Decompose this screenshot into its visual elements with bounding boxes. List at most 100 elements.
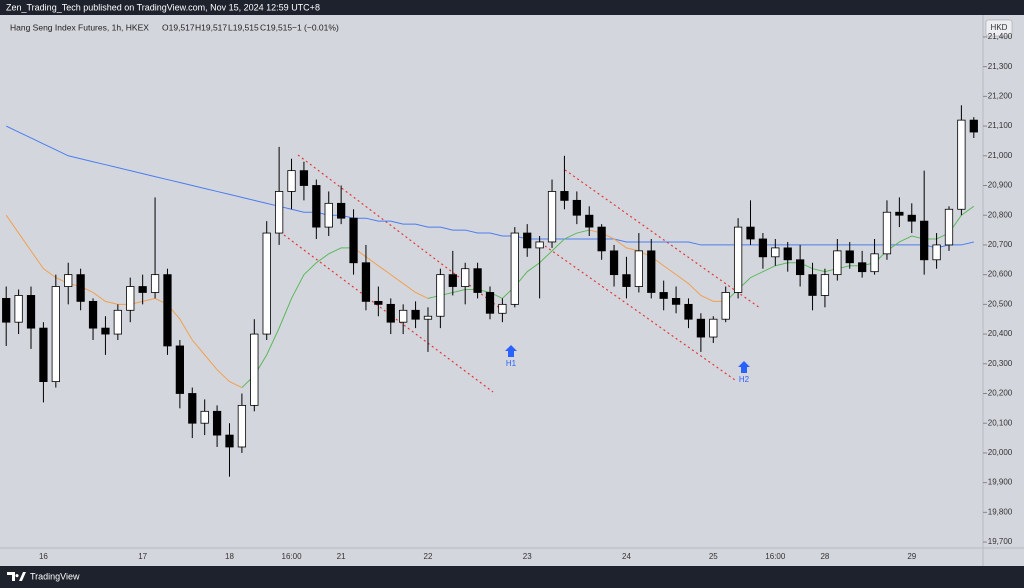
candle-body: [485, 292, 495, 314]
candle-body: [858, 262, 867, 273]
candle-body: [274, 191, 284, 234]
ohlc-close: C19,515: [260, 22, 292, 32]
candle-body: [696, 318, 706, 338]
candle-body: [585, 214, 594, 228]
candle-body: [399, 309, 408, 323]
candle-body: [845, 250, 854, 264]
candle-body: [882, 211, 892, 255]
y-tick-label: 20,100: [988, 418, 1013, 427]
candle-body: [163, 274, 172, 347]
logo: [7, 572, 26, 581]
candle-body: [796, 259, 805, 276]
candle-body: [423, 315, 433, 320]
y-tick-label: 20,500: [988, 299, 1013, 308]
candle-body: [299, 170, 309, 186]
candle-body: [808, 274, 817, 296]
candle-body: [560, 191, 569, 201]
candle-body: [26, 295, 36, 329]
candle-body: [250, 333, 259, 406]
footer-bar: [0, 566, 1024, 588]
candle-body: [647, 250, 656, 293]
currency-box[interactable]: [985, 19, 1013, 37]
annotation: H1: [506, 359, 517, 368]
candle-body: [684, 303, 693, 320]
y-tick-label: 21,100: [988, 121, 1013, 130]
candle-body: [671, 298, 681, 305]
y-tick-label: 21,400: [988, 32, 1013, 41]
candle-body: [324, 202, 333, 228]
moving-average: [5, 125, 974, 249]
ohlc-low: L19,515: [228, 22, 259, 32]
candle-body: [895, 211, 904, 216]
y-tick-label: 21,300: [988, 62, 1013, 71]
candle-body: [547, 191, 557, 243]
candle-body: [510, 232, 519, 305]
symbol: Hang Seng Index Futures, 1h, HKEX: [10, 22, 149, 32]
candle-body: [473, 268, 482, 293]
candle-body: [374, 300, 383, 305]
x-tick-label: 21: [337, 552, 346, 561]
candle-body: [523, 232, 532, 249]
candle-body: [262, 232, 271, 335]
y-tick-label: 20,400: [988, 329, 1013, 338]
currency: HKD: [991, 23, 1008, 32]
candle-body: [51, 286, 60, 383]
candle-body: [212, 410, 222, 436]
candle-body: [312, 185, 321, 228]
candle-body: [622, 274, 631, 287]
candle-body: [969, 119, 978, 133]
candle-body: [659, 292, 668, 299]
x-tick-label: 17: [138, 552, 147, 561]
header-text: Zen_Trading_Tech published on TradingVie…: [6, 2, 320, 12]
candle-body: [361, 262, 371, 302]
candle-body: [572, 199, 581, 216]
candle-body: [597, 226, 606, 252]
y-tick-label: 20,900: [988, 181, 1013, 190]
annotation: H2: [739, 375, 750, 384]
x-tick-label: 25: [709, 552, 718, 561]
arrow-h1: [505, 345, 517, 357]
y-tick-label: 21,200: [988, 91, 1013, 100]
x-tick-label: 29: [907, 552, 916, 561]
x-tick-label: 23: [523, 552, 532, 561]
candle-body: [932, 244, 941, 261]
candle-body: [101, 327, 110, 335]
candle-body: [113, 309, 122, 335]
candle-body: [225, 434, 234, 448]
candle-body: [175, 345, 184, 394]
y-tick-label: 20,800: [988, 210, 1013, 219]
candle-body: [88, 300, 98, 329]
candle-body: [2, 298, 11, 323]
candle-body: [746, 226, 755, 240]
candle-body: [758, 238, 768, 258]
x-tick-label: 16: [39, 552, 48, 561]
candle-body: [200, 410, 209, 424]
candle-body: [907, 214, 916, 222]
candle-body: [957, 119, 966, 210]
candle-body: [920, 220, 929, 261]
ohlc-open: O19,517: [162, 22, 195, 32]
candle-body: [237, 404, 247, 448]
candle-body: [461, 268, 470, 287]
candle-body: [535, 241, 544, 249]
candle-body: [138, 286, 147, 293]
candle-body: [721, 292, 730, 320]
channel-line: [544, 245, 736, 381]
candle-body: [188, 393, 197, 424]
x-tick-label: 16:00: [765, 552, 786, 561]
candle-body: [349, 217, 358, 264]
candle-body: [944, 208, 954, 246]
y-tick-label: 20,700: [988, 240, 1013, 249]
candle-body: [771, 247, 780, 258]
x-tick-label: 16:00: [282, 552, 303, 561]
candle-body: [411, 309, 420, 320]
footer-brand: TradingView: [30, 571, 80, 581]
candle-body: [820, 274, 830, 296]
x-tick-label: 28: [820, 552, 829, 561]
candle-body: [609, 250, 619, 276]
candle-body: [783, 247, 792, 261]
candle-body: [709, 318, 718, 338]
candle-body: [448, 274, 457, 287]
candle-body: [150, 274, 160, 293]
